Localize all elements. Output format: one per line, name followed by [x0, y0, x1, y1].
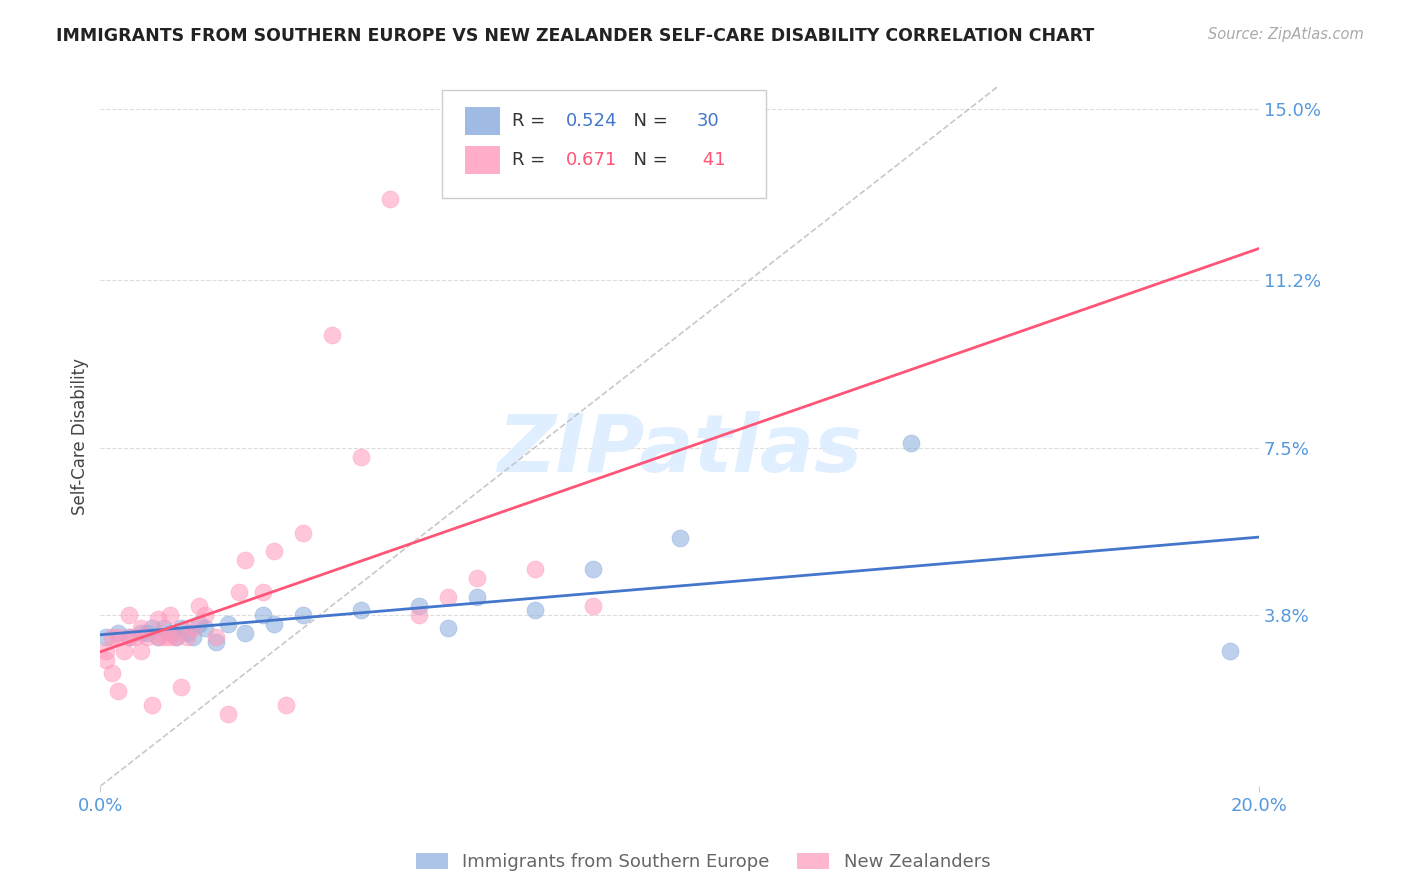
Point: [187, 599, 209, 613]
Point: [437, 590, 460, 604]
Point: [118, 630, 141, 644]
Point: [252, 585, 274, 599]
Text: 0.671: 0.671: [567, 151, 617, 169]
Point: [159, 625, 181, 640]
Point: [408, 599, 430, 613]
Point: [148, 630, 170, 644]
Text: 0.524: 0.524: [567, 112, 617, 130]
Point: [233, 553, 256, 567]
Point: [465, 572, 488, 586]
Point: [217, 616, 239, 631]
Point: [101, 630, 124, 644]
Point: [129, 643, 152, 657]
Point: [176, 630, 198, 644]
Point: [263, 616, 285, 631]
Point: [900, 436, 922, 450]
Text: 41: 41: [697, 151, 725, 169]
Point: [153, 621, 176, 635]
Legend: Immigrants from Southern Europe, New Zealanders: Immigrants from Southern Europe, New Zea…: [408, 846, 998, 879]
Point: [170, 621, 193, 635]
Point: [228, 585, 250, 599]
Point: [465, 590, 488, 604]
Point: [292, 526, 315, 541]
Point: [129, 625, 152, 640]
Point: [112, 643, 135, 657]
Text: 30: 30: [697, 112, 720, 130]
Point: [181, 621, 204, 635]
Bar: [465, 107, 501, 136]
Point: [135, 625, 157, 640]
Point: [194, 621, 217, 635]
Point: [194, 607, 217, 622]
Point: [233, 625, 256, 640]
Point: [378, 192, 401, 206]
Point: [129, 621, 152, 635]
Point: [181, 630, 204, 644]
Point: [408, 607, 430, 622]
Point: [135, 630, 157, 644]
Point: [187, 616, 209, 631]
Point: [582, 599, 605, 613]
Point: [523, 562, 546, 576]
Y-axis label: Self-Care Disability: Self-Care Disability: [72, 358, 89, 515]
Point: [582, 562, 605, 576]
Point: [263, 544, 285, 558]
Bar: [465, 145, 501, 174]
Point: [274, 698, 297, 712]
Text: ZIPatlas: ZIPatlas: [498, 411, 862, 489]
Point: [94, 630, 117, 644]
Text: IMMIGRANTS FROM SOUTHERN EUROPE VS NEW ZEALANDER SELF-CARE DISABILITY CORRELATIO: IMMIGRANTS FROM SOUTHERN EUROPE VS NEW Z…: [56, 27, 1094, 45]
Point: [107, 630, 129, 644]
Point: [523, 603, 546, 617]
Point: [350, 603, 373, 617]
Point: [148, 630, 170, 644]
Point: [148, 612, 170, 626]
Point: [153, 630, 176, 644]
Point: [118, 630, 141, 644]
Text: R =: R =: [512, 151, 551, 169]
Point: [205, 634, 228, 648]
Point: [159, 607, 181, 622]
Point: [437, 621, 460, 635]
Point: [94, 653, 117, 667]
Text: N =: N =: [621, 112, 673, 130]
Text: R =: R =: [512, 112, 551, 130]
Point: [124, 630, 146, 644]
Point: [1219, 643, 1241, 657]
Point: [217, 706, 239, 721]
Point: [107, 684, 129, 698]
Point: [350, 450, 373, 464]
Point: [321, 327, 343, 342]
Point: [252, 607, 274, 622]
Point: [141, 621, 163, 635]
Point: [159, 630, 181, 644]
Point: [176, 625, 198, 640]
Point: [165, 630, 187, 644]
Point: [205, 630, 228, 644]
Text: N =: N =: [621, 151, 673, 169]
Point: [292, 607, 315, 622]
Point: [165, 630, 187, 644]
Point: [107, 625, 129, 640]
Point: [94, 643, 117, 657]
Point: [668, 531, 690, 545]
Point: [170, 680, 193, 694]
Point: [101, 666, 124, 681]
FancyBboxPatch shape: [441, 90, 766, 198]
Point: [118, 607, 141, 622]
Text: Source: ZipAtlas.com: Source: ZipAtlas.com: [1208, 27, 1364, 42]
Point: [141, 698, 163, 712]
